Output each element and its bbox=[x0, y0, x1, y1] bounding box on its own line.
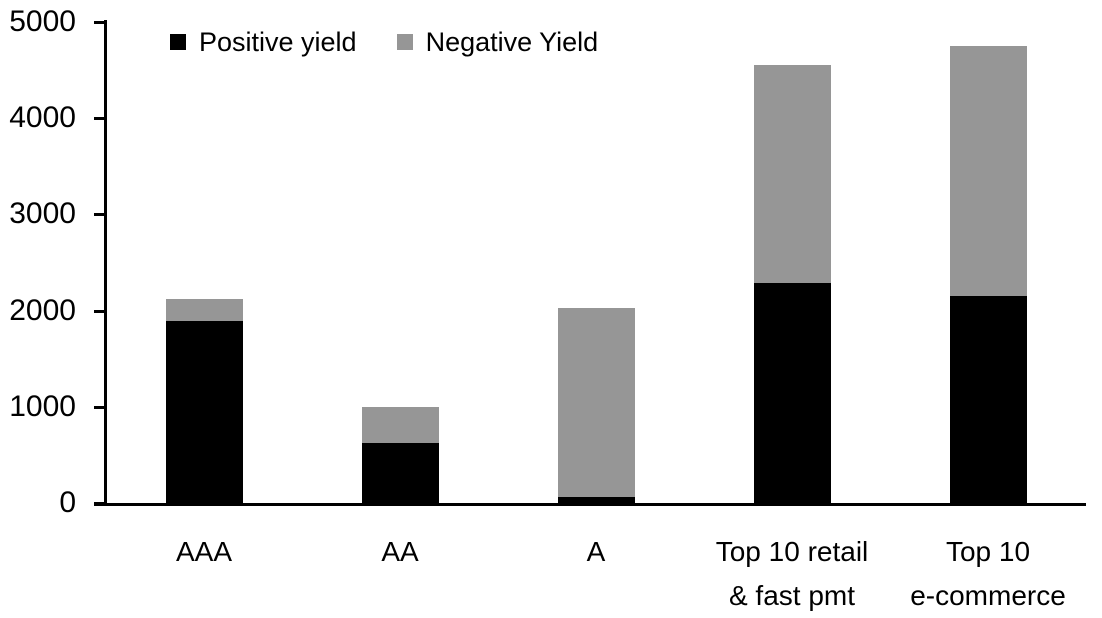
x-axis-line bbox=[94, 503, 1086, 506]
negative-yield-swatch-icon bbox=[396, 34, 413, 50]
x-axis-category-label-line: e-commerce bbox=[910, 580, 1066, 611]
y-axis-tick bbox=[94, 117, 105, 121]
x-axis-category-label: Top 10 e-commerce bbox=[888, 530, 1088, 618]
bar-aa-negative bbox=[362, 406, 439, 444]
y-axis-tick-label: 5000 bbox=[9, 5, 76, 38]
bar-top-10-retail-fast-pmt-positive bbox=[754, 282, 831, 503]
x-axis-category-label: Top 10 retail & fast pmt bbox=[692, 530, 892, 618]
legend-item-positive-yield: Positive yield bbox=[170, 26, 357, 58]
y-axis-tick-label: 3000 bbox=[9, 197, 76, 231]
x-axis-category-label-line: AAA bbox=[175, 536, 233, 567]
y-axis-tick-label: 2000 bbox=[9, 293, 76, 327]
x-axis-category-label: AA bbox=[300, 530, 500, 574]
y-axis-tick bbox=[94, 502, 105, 505]
x-axis-category-label: A bbox=[496, 530, 696, 574]
x-axis-category-label-line: AA bbox=[381, 536, 419, 567]
y-axis-tick-label: 1000 bbox=[9, 389, 76, 423]
y-axis-tick bbox=[94, 21, 105, 24]
bar-aaa-negative bbox=[166, 299, 243, 322]
y-axis-line bbox=[104, 20, 107, 506]
x-axis-category-label-line: Top 10 retail bbox=[715, 536, 869, 567]
x-axis-category-label-line: & fast pmt bbox=[728, 580, 856, 611]
bar-a-positive bbox=[558, 497, 635, 503]
x-axis-category-label-line: Top 10 bbox=[945, 536, 1031, 567]
y-axis-tick bbox=[94, 309, 105, 313]
x-axis-category-label-line: A bbox=[586, 536, 606, 567]
y-axis-tick-label: 0 bbox=[59, 486, 76, 519]
bar-a-negative bbox=[558, 307, 635, 498]
legend: Positive yield Negative Yield bbox=[170, 26, 598, 58]
y-axis-tick bbox=[94, 213, 105, 217]
y-axis-tick-label: 4000 bbox=[9, 101, 76, 135]
x-axis-category-label: AAA bbox=[104, 530, 304, 574]
bar-aa-positive bbox=[362, 443, 439, 503]
bar-top-10-e-commerce-positive bbox=[950, 296, 1027, 503]
bar-top-10-e-commerce-negative bbox=[950, 46, 1027, 297]
y-axis-tick bbox=[94, 405, 105, 409]
bar-aaa-positive bbox=[166, 321, 243, 503]
legend-item-negative-yield: Negative Yield bbox=[396, 26, 599, 58]
bar-top-10-retail-fast-pmt-negative bbox=[754, 65, 831, 283]
positive-yield-swatch-icon bbox=[170, 34, 186, 50]
legend-label: Positive yield bbox=[199, 27, 357, 57]
legend-label: Negative Yield bbox=[425, 27, 599, 57]
